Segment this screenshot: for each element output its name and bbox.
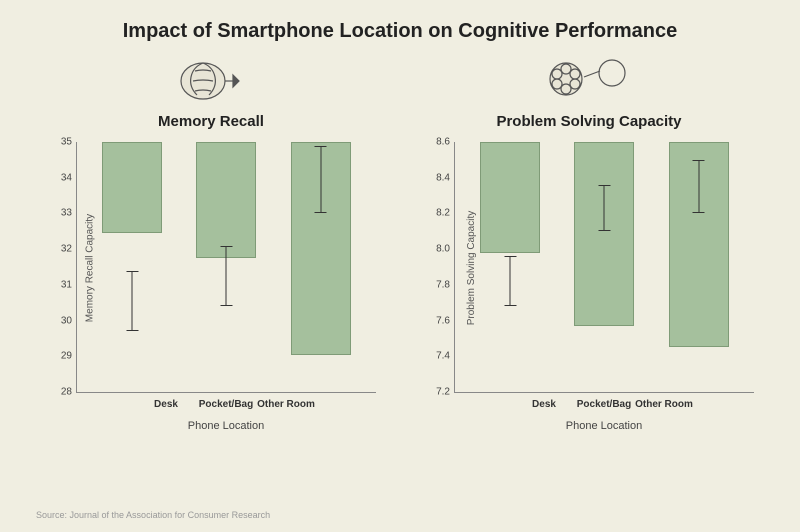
ytick: 30 bbox=[61, 315, 72, 326]
brain-icon bbox=[175, 47, 247, 111]
xtick: Pocket/Bag bbox=[196, 399, 256, 410]
error-bar bbox=[226, 246, 227, 307]
ytick: 7.6 bbox=[436, 315, 450, 326]
panel-title-problem: Problem Solving Capacity bbox=[496, 113, 681, 130]
bar bbox=[196, 142, 256, 258]
xtick: Desk bbox=[136, 399, 196, 410]
source-text: Source: Journal of the Association for C… bbox=[36, 510, 270, 520]
xlabel-problem: Phone Location bbox=[566, 420, 642, 432]
bar-slot bbox=[291, 142, 351, 392]
yaxis-problem: 7.27.47.67.88.08.28.48.6 bbox=[424, 142, 454, 392]
xtick: Other Room bbox=[256, 399, 316, 410]
xtick: Other Room bbox=[634, 399, 694, 410]
bar-slot bbox=[480, 142, 540, 392]
xticks-problem: DeskPocket/BagOther Room bbox=[506, 399, 702, 410]
panel-problem: Problem Solving Capacity Problem Solving… bbox=[424, 47, 754, 432]
ytick: 8.6 bbox=[436, 137, 450, 148]
bar-slot bbox=[669, 142, 729, 392]
error-bar bbox=[132, 271, 133, 332]
error-bar bbox=[320, 146, 321, 214]
puzzle-icon bbox=[544, 47, 634, 111]
ytick: 32 bbox=[61, 244, 72, 255]
ytick: 31 bbox=[61, 279, 72, 290]
bar-slot bbox=[102, 142, 162, 392]
plot-problem bbox=[454, 142, 754, 393]
ytick: 7.8 bbox=[436, 279, 450, 290]
panel-memory: Memory Recall Memory Recall Capacity 282… bbox=[46, 47, 376, 432]
main-title: Impact of Smartphone Location on Cogniti… bbox=[0, 0, 800, 43]
ytick: 8.2 bbox=[436, 208, 450, 219]
ytick: 29 bbox=[61, 351, 72, 362]
bar bbox=[574, 142, 634, 326]
xticks-memory: DeskPocket/BagOther Room bbox=[128, 399, 324, 410]
yaxis-memory: 2829303132333435 bbox=[46, 142, 76, 392]
xlabel-memory: Phone Location bbox=[188, 420, 264, 432]
xtick: Desk bbox=[514, 399, 574, 410]
chart-problem: Problem Solving Capacity 7.27.47.67.88.0… bbox=[424, 142, 754, 393]
ytick: 33 bbox=[61, 208, 72, 219]
error-bar bbox=[604, 185, 605, 231]
ytick: 35 bbox=[61, 137, 72, 148]
ytick: 7.2 bbox=[436, 387, 450, 398]
ytick: 8.4 bbox=[436, 172, 450, 183]
ytick: 7.4 bbox=[436, 351, 450, 362]
bar bbox=[102, 142, 162, 233]
bar-slot bbox=[196, 142, 256, 392]
panel-title-memory: Memory Recall bbox=[158, 113, 264, 130]
bar-slot bbox=[574, 142, 634, 392]
chart-memory: Memory Recall Capacity 2829303132333435 bbox=[46, 142, 376, 393]
xtick: Pocket/Bag bbox=[574, 399, 634, 410]
error-bar bbox=[510, 256, 511, 306]
plot-memory bbox=[76, 142, 376, 393]
bar bbox=[480, 142, 540, 253]
panels-row: Memory Recall Memory Recall Capacity 282… bbox=[0, 47, 800, 432]
ytick: 28 bbox=[61, 387, 72, 398]
ytick: 34 bbox=[61, 172, 72, 183]
error-bar bbox=[698, 160, 699, 214]
ytick: 8.0 bbox=[436, 244, 450, 255]
